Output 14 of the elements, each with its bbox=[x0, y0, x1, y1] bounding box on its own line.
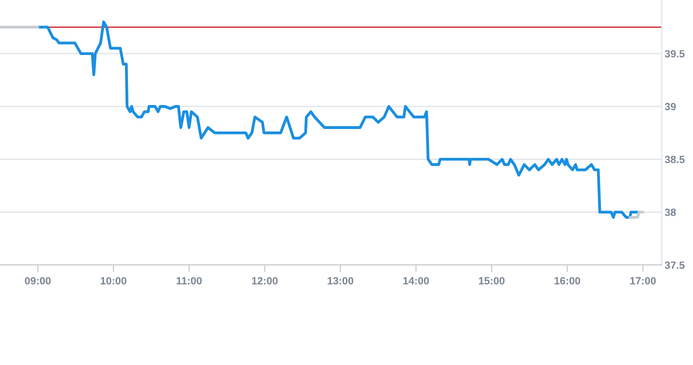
x-tick-label: 17:00 bbox=[630, 277, 656, 284]
x-tick-label: 16:00 bbox=[554, 277, 580, 284]
y-tick-label: 39 bbox=[664, 102, 676, 110]
y-tick-label: 39.5 bbox=[664, 50, 685, 58]
y-tick-label: 37.5 bbox=[664, 261, 685, 269]
x-tick-label: 11:00 bbox=[176, 277, 202, 284]
x-tick-label: 09:00 bbox=[24, 277, 51, 284]
y-tick-label: 38 bbox=[664, 208, 676, 216]
x-tick-label: 10:00 bbox=[100, 277, 126, 284]
y-tick-label: 38.5 bbox=[664, 156, 685, 164]
x-tick-label: 14:00 bbox=[403, 277, 429, 284]
x-tick-label: 12:00 bbox=[252, 277, 278, 284]
x-tick-label: 13:00 bbox=[328, 277, 354, 284]
x-tick-label: 15:00 bbox=[478, 277, 505, 284]
